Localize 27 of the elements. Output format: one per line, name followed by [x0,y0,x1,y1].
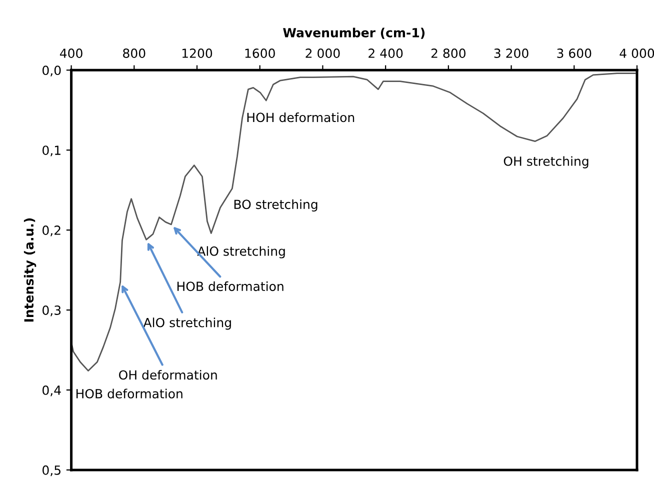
x-tick-label: 3 200 [494,48,528,58]
x-tick-label: 400 [60,48,82,58]
y-axis-title: Intensity (a.u.) [24,218,36,322]
x-axis-title: Wavenumber (cm-1) [283,28,425,39]
x-tick-label: 2 400 [368,48,403,58]
y-tick-label: 0,3 [42,305,61,316]
annotation: HOB deformation [76,388,182,398]
annotation: BO stretching [234,199,318,212]
x-tick-label: 800 [123,48,146,58]
y-tick-label: 0,0 [42,66,61,76]
x-tick-label: 1600 [245,48,275,58]
x-tick-label: 2 800 [431,48,466,58]
y-tick-label: 0,2 [42,226,60,236]
x-tick-label: 1200 [182,48,212,58]
annotation: AlO stretching [197,246,285,258]
x-tick-label: 4 000 [620,48,654,58]
y-tick-label: 0,1 [42,146,60,156]
annotation: OH deformation [119,370,217,380]
annotation: HOH deformation [247,112,354,122]
y-tick-label: 0,4 [42,385,61,396]
annotation: OH stretching [504,156,588,168]
x-tick-label: 3 600 [557,48,592,58]
x-tick-label: 2 000 [306,48,340,58]
annotation: AlO stretching [143,318,231,330]
line-series [71,72,636,372]
y-tick-label: 0,5 [42,465,60,476]
annotation: HOB deformation [177,281,284,292]
